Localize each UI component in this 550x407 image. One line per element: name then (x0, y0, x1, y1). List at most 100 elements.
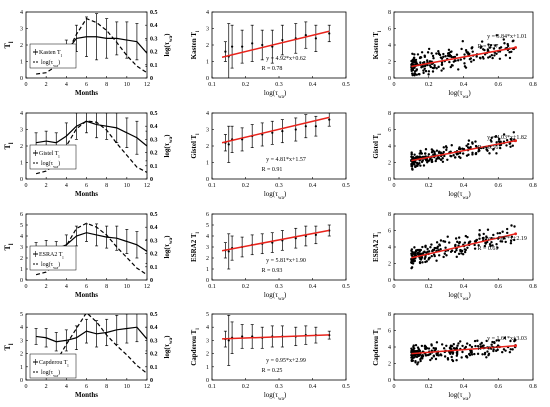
data-point (412, 259, 415, 262)
data-point (417, 361, 420, 364)
data-point (493, 54, 496, 57)
panel-esra2-monthly-xtick-label: 10 (124, 284, 130, 290)
data-point (425, 354, 428, 357)
data-point (505, 144, 508, 147)
data-point (412, 251, 415, 254)
data-point (294, 128, 297, 131)
panel-capderou-monthly-y2tick-label: 0.4 (150, 325, 158, 331)
data-point (489, 44, 493, 47)
data-point (497, 137, 501, 141)
data-point (501, 230, 504, 233)
data-point (495, 52, 498, 56)
panel-capderou-monthly-xlabel: Months (75, 391, 98, 399)
data-point (496, 246, 499, 249)
data-point (435, 259, 438, 262)
data-point (411, 168, 414, 171)
panel-kasten-raw-ytick-label: 6 (388, 27, 391, 33)
data-point (471, 141, 474, 144)
fit-line (411, 139, 516, 162)
panel-capderou-raw-ytick-label: 0 (388, 378, 391, 384)
data-point (468, 240, 472, 243)
panel-capderou-monthly-y2label-main: log(τ (163, 343, 171, 358)
data-point (501, 350, 504, 354)
panel-kasten-raw-fit-equation: y = 3.84*x+1.01 (487, 34, 527, 40)
panel-kasten-binned-fit-r: R = 0.78 (262, 66, 283, 72)
panel-gistel-monthly-ytick-label: 4 (20, 111, 23, 117)
panel-esra2-binned-xlabel-sub: wa (278, 297, 285, 302)
panel-esra2-raw-ytick-label: 4 (388, 245, 391, 251)
data-point (304, 125, 307, 128)
data-point (502, 348, 506, 351)
panel-kasten-raw-xlabel: log(τwa) (448, 89, 471, 100)
data-point (510, 224, 513, 227)
panel-gistel-raw-ylabel: Gistel Tl (372, 133, 383, 159)
data-point (442, 240, 445, 243)
data-point (241, 335, 244, 338)
data-point (482, 232, 485, 236)
data-point (455, 255, 458, 259)
panel-gistel-monthly-legend-label-log: log(τwa) (41, 160, 60, 169)
panel-gistel-monthly-y2tick-label: 0 (150, 177, 153, 183)
data-point (486, 350, 489, 353)
data-point (465, 342, 469, 345)
data-point (473, 247, 477, 250)
panel-gistel-raw-ytick-label: 4 (388, 144, 391, 150)
data-point (488, 55, 492, 58)
data-point (428, 64, 432, 67)
data-point (478, 233, 481, 236)
data-point (512, 131, 515, 134)
panel-kasten-monthly-y2label-main: log(τ (163, 41, 171, 56)
fit-line (221, 30, 330, 58)
data-point (492, 348, 495, 351)
data-point (463, 65, 467, 68)
panel-esra2-binned-ytick-label: 6 (206, 212, 209, 218)
data-point (478, 229, 481, 232)
panel-capderou-monthly-ylabel-main: T (3, 344, 12, 350)
panel-esra2-raw-xlabel-sub: wa (462, 297, 469, 302)
panel-kasten-binned-ytick-label: 3 (206, 27, 209, 33)
data-point (463, 53, 466, 56)
data-point (413, 73, 417, 76)
data-point (463, 241, 467, 244)
panel-esra2-monthly-xtick-label: 12 (144, 284, 150, 290)
panel-capderou-raw-ylabel-sub: l (377, 328, 383, 330)
data-point (504, 240, 507, 244)
panel-capderou-monthly-y2tick-label: 0.1 (150, 365, 158, 371)
panel-kasten-raw-xtick-label: 0 (393, 82, 396, 88)
panel-kasten-raw-ytick-label: 2 (388, 60, 391, 66)
data-point (490, 136, 493, 140)
panel-esra2-binned-ytick-label: 3 (206, 245, 209, 251)
data-point (434, 347, 438, 350)
panel-gistel-binned-xlabel: log(τwa) (264, 190, 287, 201)
panel-kasten-monthly-legend (29, 43, 77, 69)
panel-capderou-raw-xtick-label: 0.6 (495, 384, 503, 390)
data-point (455, 53, 459, 56)
panel-capderou-monthly-xtick-label: 8 (105, 384, 108, 390)
panel-kasten-raw-xlabel-tail: ) (468, 89, 471, 97)
data-point (442, 347, 446, 350)
data-point (464, 248, 467, 252)
panel-esra2-binned-plot (221, 224, 331, 270)
data-point (461, 344, 464, 348)
data-point (456, 344, 459, 347)
panel-gistel-binned-ytick-label: 2 (206, 144, 209, 150)
data-point (509, 348, 512, 351)
data-point (509, 242, 513, 245)
data-point (491, 244, 494, 247)
panel-capderou-monthly-ytick-label: 3 (20, 338, 23, 344)
data-point (498, 146, 502, 150)
series-t-line (35, 120, 147, 147)
panel-capderou-monthly-legend (29, 353, 77, 379)
panel-esra2-raw-xtick-label: 0.8 (529, 284, 537, 290)
panel-kasten-raw-xlabel-sub: wa (462, 95, 469, 100)
panel-capderou-monthly-y2tick-label: 0.5 (150, 312, 158, 318)
panel-gistel-raw-fit-equation: y = 4.03*x+1.82 (487, 135, 527, 141)
panel-esra2-monthly-y2label-tail: ) (163, 235, 171, 238)
data-point (433, 254, 436, 258)
panel-kasten-monthly-ytick-label: 2 (20, 43, 23, 49)
panel-kasten-binned-ytick-label: 4 (206, 10, 209, 16)
data-point (410, 153, 413, 156)
data-point (430, 343, 433, 346)
panel-esra2-monthly-legend-label-log: log(τwa) (41, 261, 60, 270)
